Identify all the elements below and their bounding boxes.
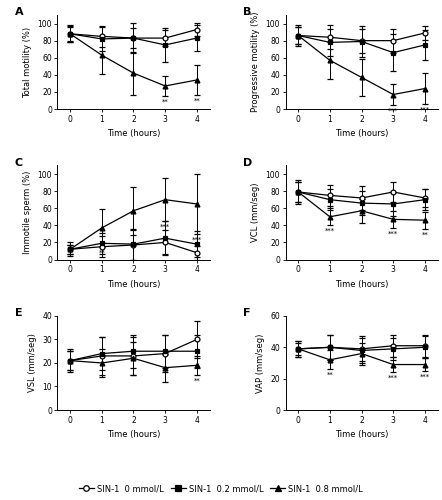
Y-axis label: Total motility (%): Total motility (%)	[23, 26, 32, 98]
Text: C: C	[15, 158, 23, 168]
X-axis label: Time (hours): Time (hours)	[107, 430, 160, 439]
Y-axis label: Immotile sperm (%): Immotile sperm (%)	[23, 171, 32, 254]
Text: ***: ***	[420, 374, 430, 380]
Text: D: D	[243, 158, 252, 168]
Y-axis label: VCL (mm/seg): VCL (mm/seg)	[251, 182, 260, 242]
Text: ***: ***	[160, 224, 170, 230]
Text: **: **	[327, 372, 333, 378]
Text: ***: ***	[388, 375, 398, 381]
Text: E: E	[15, 308, 23, 318]
X-axis label: Time (hours): Time (hours)	[107, 129, 160, 138]
Text: B: B	[243, 8, 251, 18]
Y-axis label: VSL (mm/seg): VSL (mm/seg)	[27, 334, 37, 392]
Legend: SIN-1  0 mmol/L, SIN-1  0.2 mmol/L, SIN-1  0.8 mmol/L: SIN-1 0 mmol/L, SIN-1 0.2 mmol/L, SIN-1 …	[79, 484, 363, 494]
Text: **: **	[422, 232, 428, 237]
X-axis label: Time (hours): Time (hours)	[335, 129, 388, 138]
Text: **: **	[194, 378, 200, 384]
Text: ***: ***	[388, 108, 398, 114]
Text: ***: ***	[325, 228, 335, 234]
X-axis label: Time (hours): Time (hours)	[335, 280, 388, 288]
Text: **: **	[99, 250, 105, 256]
Text: **: **	[194, 98, 200, 104]
X-axis label: Time (hours): Time (hours)	[107, 280, 160, 288]
Text: ***: ***	[192, 236, 202, 242]
Text: ***: ***	[420, 106, 430, 112]
Y-axis label: Progressive motility (%): Progressive motility (%)	[251, 12, 260, 112]
X-axis label: Time (hours): Time (hours)	[335, 430, 388, 439]
Y-axis label: VAP (mm/seg): VAP (mm/seg)	[255, 334, 265, 392]
Text: ***: ***	[388, 230, 398, 236]
Text: **: **	[162, 99, 168, 105]
Text: A: A	[15, 8, 23, 18]
Text: F: F	[243, 308, 251, 318]
